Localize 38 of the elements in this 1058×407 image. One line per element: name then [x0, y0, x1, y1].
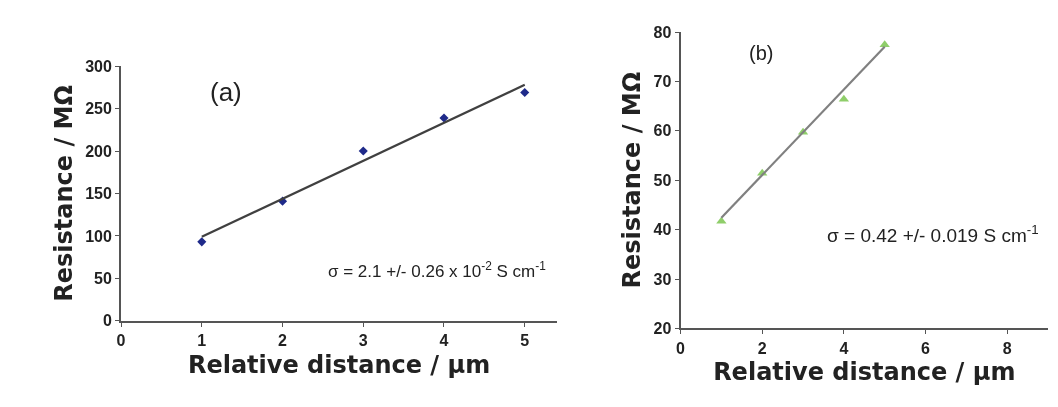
y-tick-label: 40: [653, 221, 672, 239]
x-tick-label: 1: [197, 332, 207, 349]
y-tick-label: 250: [85, 100, 112, 118]
y-axis-title: Resistance / MΩ: [618, 71, 647, 289]
point: [520, 87, 530, 98]
x-tick-label: 4: [839, 339, 849, 357]
annotation: σ = 0.42 +/- 0.019 S cm$^{-1}$: [827, 222, 1039, 246]
point: [197, 237, 207, 247]
x-tick-label: 4: [439, 332, 449, 349]
x-axis-title: Relative distance / µm: [187, 350, 491, 379]
point: [439, 113, 449, 123]
y-tick-label: 80: [653, 23, 672, 41]
y-tick-label: 150: [85, 185, 112, 203]
x-tick-label: 2: [278, 332, 288, 349]
point: [358, 146, 368, 156]
y-tick-label: 60: [653, 122, 672, 140]
y-tick-label: 300: [85, 57, 112, 75]
annotation: (a): [210, 77, 242, 107]
x-tick-label: 8: [1002, 339, 1012, 357]
y-tick-label: 0: [102, 312, 112, 330]
annotation: σ = 2.1 +/- 0.26 x 10$^{-2}$ S cm$^{-1}$: [328, 259, 547, 282]
y-tick-label: 30: [653, 270, 672, 288]
y-tick-label: 70: [653, 73, 672, 90]
y-tick-label: 20: [653, 320, 672, 337]
y-tick-label: 50: [94, 269, 112, 287]
x-tick-label: 0: [116, 332, 126, 349]
x-tick-label: 6: [921, 339, 931, 357]
annotation: (b): [749, 42, 774, 64]
x-tick-label: 3: [358, 332, 368, 349]
y-tick-label: 200: [85, 142, 112, 160]
y-axis-title: Resistance / MΩ: [49, 85, 78, 302]
x-tick-label: 5: [520, 332, 530, 349]
y-tick-label: 100: [85, 227, 112, 245]
x-tick-label: 0: [676, 339, 686, 357]
point: [879, 40, 890, 48]
x-tick-label: 2: [757, 339, 767, 357]
y-tick-label: 50: [653, 171, 672, 189]
x-axis-title: Relative distance / µm: [713, 358, 1016, 387]
